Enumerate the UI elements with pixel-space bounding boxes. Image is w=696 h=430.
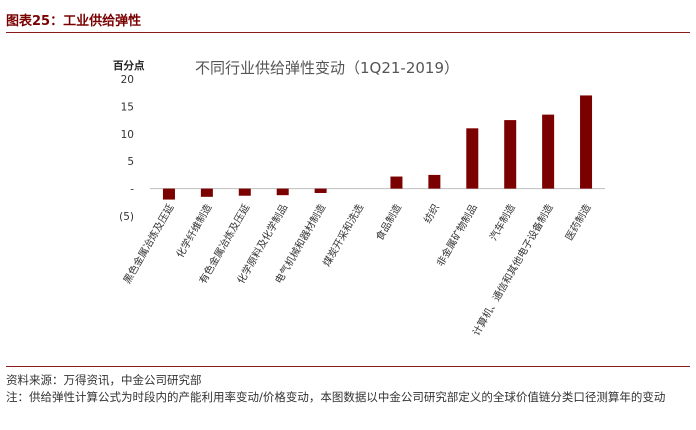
- bar-chart: 不同行业供给弹性变动（1Q21-2019）百分点2015105-(5)黑色金属冶…: [113, 59, 605, 338]
- y-tick-label: -: [130, 184, 134, 196]
- bar: [162, 188, 175, 200]
- x-tick-label: 化学纤维制造: [173, 202, 214, 260]
- x-tick-label: 纺织: [421, 202, 442, 226]
- bar: [238, 188, 251, 196]
- formula-note: 注：供给弹性计算公式为时段内的产能利用率变动/价格变动，本图数据以中金公司研究部…: [6, 390, 666, 404]
- y-tick-label: 10: [121, 129, 134, 141]
- x-tick-label: 医药制造: [562, 202, 593, 243]
- footnotes: 资料来源：万得资讯，中金公司研究部 注：供给弹性计算公式为时段内的产能利用率变动…: [6, 372, 686, 406]
- y-tick-label: 15: [121, 101, 134, 113]
- x-tick-label: 汽车制造: [487, 202, 518, 243]
- bar: [276, 188, 289, 196]
- x-tick-label: 非金属矿物制品: [434, 202, 480, 269]
- source-note: 资料来源：万得资讯，中金公司研究部: [6, 373, 202, 387]
- x-tick-label: 食品制造: [373, 202, 404, 243]
- bar: [466, 128, 479, 189]
- y-axis-label: 百分点: [113, 59, 145, 72]
- bar: [428, 174, 441, 189]
- bar: [390, 176, 403, 189]
- x-tick-label: 煤炭开采和洗选: [320, 202, 366, 269]
- bar: [504, 120, 517, 189]
- y-tick-label: (5): [119, 211, 134, 223]
- bar: [542, 114, 555, 189]
- bar: [200, 188, 213, 197]
- bar: [314, 188, 327, 193]
- figure-title: 图表25：工业供给弹性: [6, 14, 142, 29]
- title-rule: [6, 32, 690, 33]
- y-tick-label: 20: [121, 74, 134, 86]
- y-tick-label: 5: [127, 156, 134, 168]
- footer-rule: [6, 366, 690, 367]
- bar: [580, 95, 593, 189]
- x-tick-label: 计算机、通信和其他电子设备制造: [469, 202, 555, 338]
- chart-title: 不同行业供给弹性变动（1Q21-2019）: [195, 59, 459, 77]
